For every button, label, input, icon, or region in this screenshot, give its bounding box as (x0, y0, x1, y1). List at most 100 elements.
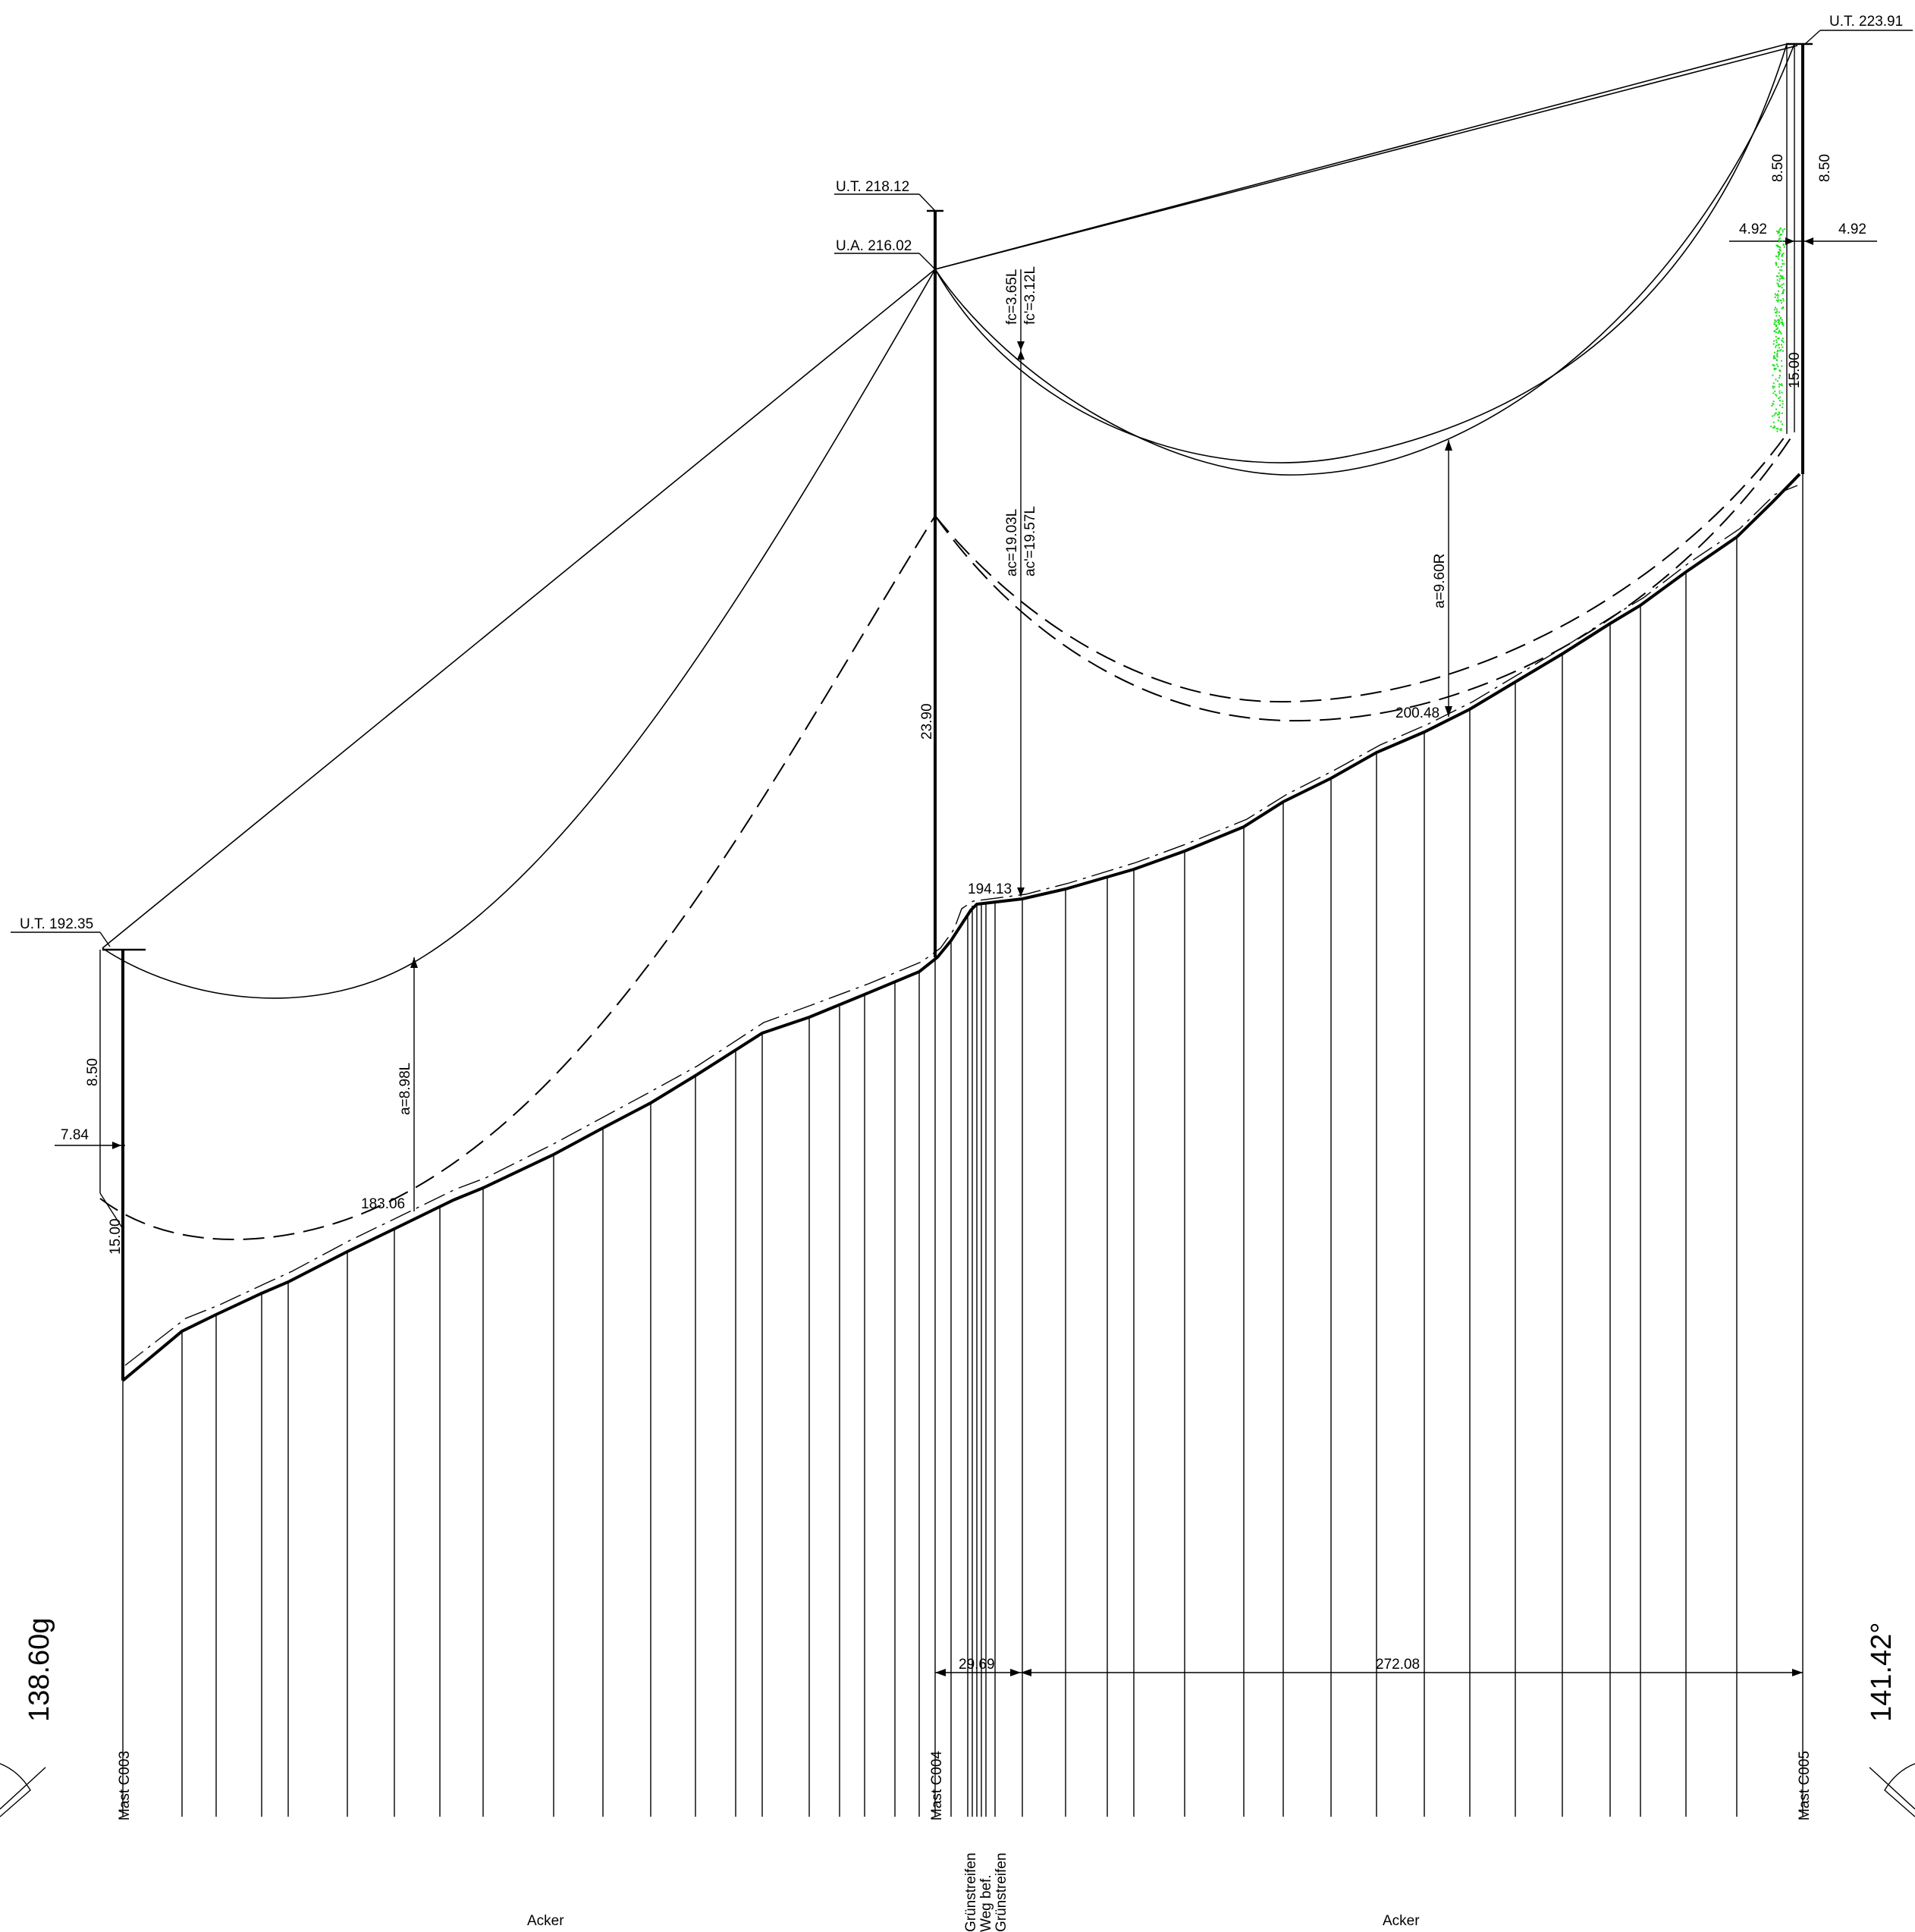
vegetation-speck (1772, 426, 1774, 429)
right-arm-height-2: 8.50 (1817, 154, 1833, 182)
vegetation-speck (1782, 290, 1785, 292)
vegetation-speck (1778, 230, 1780, 232)
vegetation-speck (1775, 394, 1778, 397)
mid-height: 23.90 (919, 703, 935, 740)
vegetation-speck (1773, 365, 1775, 367)
vegetation-speck (1782, 231, 1784, 233)
vegetation-speck (1778, 319, 1781, 322)
vegetation-speck (1775, 312, 1778, 314)
vegetation-speck (1782, 323, 1784, 325)
vegetation-speck (1778, 411, 1780, 413)
vegetation-speck (1783, 289, 1785, 291)
vegetation-speck (1780, 322, 1782, 324)
vegetation-speck (1778, 331, 1780, 333)
vegetation-speck (1777, 322, 1779, 323)
vegetation-speck (1772, 403, 1774, 405)
vegetation-speck (1781, 278, 1783, 279)
vegetation-speck (1778, 344, 1780, 345)
vegetation-speck (1778, 413, 1780, 415)
mast-c005 (1729, 30, 1913, 474)
vegetation-speck (1775, 412, 1777, 414)
vegetation-speck (1772, 415, 1774, 417)
vegetation-speck (1779, 275, 1782, 277)
right-clearance: 15.00 (1787, 352, 1803, 388)
vegetation-speck (1777, 300, 1779, 303)
vegetation-speck (1775, 308, 1778, 310)
vegetation-speck (1781, 383, 1783, 385)
vegetation-speck (1775, 324, 1777, 326)
vegetation-speck (1778, 315, 1781, 317)
vegetation-speck (1782, 291, 1785, 293)
vegetation-speck (1777, 327, 1779, 329)
vegetation-speck (1778, 280, 1781, 282)
vegetation-speck (1773, 414, 1775, 416)
vegetation-speck (1782, 262, 1784, 265)
vegetation-speck (1773, 357, 1775, 360)
vegetation-speck (1782, 321, 1784, 323)
mid-ac: ac=19.03L (1004, 509, 1020, 576)
ground-profile-alt (124, 485, 1798, 1366)
vegetation-speck (1775, 320, 1778, 322)
vegetation-speck (1782, 325, 1785, 327)
vegetation-speck (1775, 311, 1776, 313)
vegetation-speck (1778, 251, 1780, 253)
vegetation-speck (1780, 316, 1782, 319)
vegetation-speck (1776, 352, 1778, 354)
vegetation-speck (1783, 228, 1785, 230)
vegetation-speck (1779, 247, 1782, 249)
strip-label-1: Grünstreifen (963, 1852, 979, 1932)
vegetation-speck (1782, 403, 1784, 405)
vegetation-speck (1776, 245, 1778, 247)
vegetation-speck (1772, 374, 1774, 376)
vegetation-speck (1770, 426, 1772, 428)
vegetation-speck (1775, 328, 1778, 330)
vegetation-speck (1775, 394, 1777, 396)
vegetation-speck (1772, 385, 1774, 388)
vegetation-speck (1782, 340, 1784, 342)
mast-c004-label: Mast C004 (929, 1751, 945, 1820)
right-arm-height-1: 8.50 (1770, 154, 1786, 182)
vegetation-speck (1776, 360, 1778, 362)
vegetation-speck (1778, 278, 1781, 280)
vegetation-speck (1774, 319, 1776, 322)
vegetation-speck (1781, 344, 1782, 346)
vegetation-speck (1783, 262, 1785, 265)
vegetation-speck (1774, 426, 1776, 429)
vegetation-speck (1777, 413, 1779, 416)
vegetation-speck (1774, 330, 1776, 332)
vegetation-speck (1775, 324, 1778, 326)
mast-c005-label: Mast C005 (1797, 1751, 1813, 1820)
vegetation-speck (1777, 297, 1779, 299)
vegetation-speck (1778, 258, 1780, 260)
vegetation-speck (1775, 255, 1777, 257)
vegetation-speck (1779, 250, 1782, 252)
ground-profile (121, 473, 1801, 1382)
vegetation-speck (1778, 377, 1780, 379)
vegetation-speck (1780, 428, 1782, 430)
vegetation-marking (1770, 228, 1785, 432)
vegetation-speck (1777, 338, 1779, 340)
vegetation-speck (1782, 322, 1784, 325)
vegetation-speck (1773, 340, 1775, 342)
vegetation-speck (1780, 300, 1782, 301)
vegetation-speck (1780, 302, 1782, 304)
vegetation-speck (1775, 368, 1777, 370)
vegetation-speck (1778, 338, 1780, 339)
vegetation-speck (1782, 259, 1784, 262)
vegetation-speck (1777, 284, 1779, 287)
vegetation-speck (1776, 230, 1778, 232)
vegetation-speck (1778, 416, 1780, 419)
vegetation-speck (1775, 344, 1778, 347)
vegetation-speck (1777, 293, 1779, 295)
vegetation-speck (1777, 319, 1779, 321)
vegetation-speck (1778, 238, 1781, 240)
vegetation-speck (1780, 234, 1782, 236)
vegetation-speck (1778, 323, 1780, 325)
vegetation-speck (1782, 283, 1785, 285)
vegetation-speck (1774, 293, 1776, 295)
vegetation-speck (1772, 387, 1774, 389)
strip-label-2: Weg bef. (978, 1874, 994, 1932)
vegetation-speck (1775, 363, 1778, 366)
vegetation-speck (1775, 335, 1777, 338)
